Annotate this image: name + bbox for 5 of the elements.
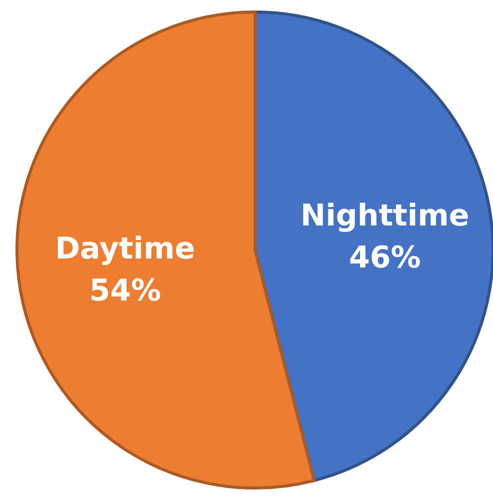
slice-label: Daytime: [55, 231, 196, 266]
slice-label: Nighttime: [300, 198, 470, 234]
pie-slice: [254, 10, 493, 482]
data-label: 54%: [89, 273, 162, 308]
data-label: 46%: [348, 240, 421, 276]
